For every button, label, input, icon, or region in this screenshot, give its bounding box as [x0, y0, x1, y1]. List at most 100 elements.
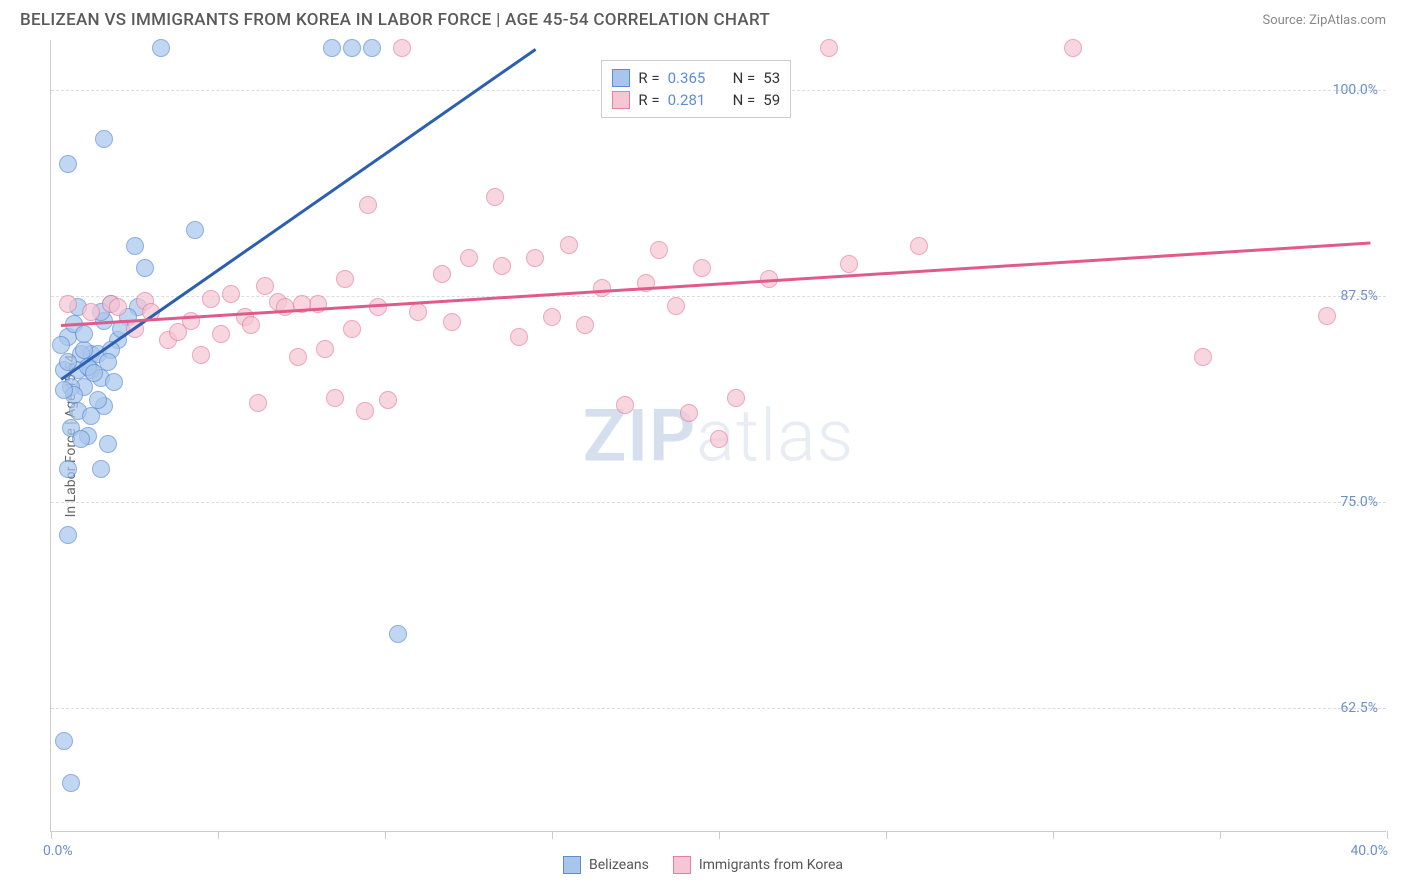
- scatter-point: [1064, 39, 1082, 57]
- y-tick-label: 62.5%: [1340, 700, 1378, 716]
- scatter-point: [510, 328, 528, 346]
- scatter-point: [99, 353, 117, 371]
- scatter-point: [493, 257, 511, 275]
- r-label: R =: [638, 69, 659, 87]
- scatter-point: [667, 297, 685, 315]
- scatter-point: [560, 236, 578, 254]
- scatter-point: [126, 237, 144, 255]
- scatter-point: [486, 188, 504, 206]
- scatter-point: [616, 396, 634, 414]
- swatch-icon: [563, 856, 581, 874]
- chart-plot-area: In Labor Force | Age 45-54 ZIPatlas 62.5…: [50, 40, 1386, 832]
- scatter-point: [212, 325, 230, 343]
- r-value: 0.281: [668, 91, 713, 109]
- x-tick: [552, 831, 553, 839]
- chart-header: BELIZEAN VS IMMIGRANTS FROM KOREA IN LAB…: [0, 0, 1406, 36]
- scatter-point: [576, 316, 594, 334]
- legend-item-korea: Immigrants from Korea: [673, 856, 843, 874]
- x-tick: [1387, 831, 1388, 839]
- scatter-point: [359, 196, 377, 214]
- scatter-point: [55, 381, 73, 399]
- scatter-point: [52, 336, 70, 354]
- y-tick-label: 100.0%: [1333, 82, 1378, 98]
- scatter-point: [460, 249, 478, 267]
- scatter-point: [433, 265, 451, 283]
- scatter-point: [409, 303, 427, 321]
- legend-label: Belizeans: [589, 857, 649, 873]
- n-label: N =: [733, 91, 756, 109]
- scatter-point: [840, 255, 858, 273]
- chart-title: BELIZEAN VS IMMIGRANTS FROM KOREA IN LAB…: [20, 10, 770, 30]
- scatter-point: [343, 320, 361, 338]
- x-tick: [719, 831, 720, 839]
- scatter-point: [72, 430, 90, 448]
- x-tick: [886, 831, 887, 839]
- scatter-point: [727, 389, 745, 407]
- legend-row: R = 0.281 N = 59: [612, 89, 780, 111]
- scatter-point: [136, 259, 154, 277]
- x-tick-label: 40.0%: [1350, 843, 1388, 859]
- legend-row: R =0.365N =53: [612, 67, 780, 89]
- scatter-point: [363, 39, 381, 57]
- x-tick: [51, 831, 52, 839]
- r-value: 0.365: [668, 69, 713, 87]
- x-tick: [385, 831, 386, 839]
- scatter-point: [95, 130, 113, 148]
- scatter-point: [59, 460, 77, 478]
- scatter-point: [710, 430, 728, 448]
- scatter-point: [89, 391, 107, 409]
- scatter-point: [55, 732, 73, 750]
- swatch-icon: [612, 69, 630, 87]
- y-tick-label: 87.5%: [1340, 288, 1378, 304]
- scatter-point: [326, 389, 344, 407]
- n-value: 59: [763, 91, 780, 109]
- scatter-point: [323, 39, 341, 57]
- scatter-point: [59, 526, 77, 544]
- scatter-point: [169, 323, 187, 341]
- gridline: [51, 708, 1386, 709]
- source-attribution: Source: ZipAtlas.com: [1262, 13, 1386, 28]
- x-tick-label: 0.0%: [43, 843, 73, 859]
- scatter-point: [82, 303, 100, 321]
- scatter-point: [693, 259, 711, 277]
- scatter-point: [105, 373, 123, 391]
- trendline: [60, 48, 536, 380]
- correlation-legend: R =0.365N =53R =0.281N =59: [601, 60, 791, 118]
- legend-item-belizeans: Belizeans: [563, 856, 649, 874]
- scatter-point: [356, 402, 374, 420]
- scatter-point: [92, 460, 110, 478]
- scatter-point: [593, 279, 611, 297]
- scatter-point: [62, 774, 80, 792]
- scatter-point: [543, 308, 561, 326]
- legend-label: Immigrants from Korea: [699, 857, 843, 873]
- x-tick: [218, 831, 219, 839]
- scatter-point: [443, 313, 461, 331]
- gridline: [51, 296, 1386, 297]
- scatter-point: [1318, 307, 1336, 325]
- scatter-point: [99, 435, 117, 453]
- scatter-point: [75, 325, 93, 343]
- scatter-point: [242, 316, 260, 334]
- scatter-point: [389, 625, 407, 643]
- scatter-point: [650, 241, 668, 259]
- scatter-point: [249, 394, 267, 412]
- r-label: R =: [638, 91, 659, 109]
- swatch-icon: [673, 856, 691, 874]
- scatter-point: [186, 221, 204, 239]
- scatter-point: [820, 39, 838, 57]
- scatter-point: [59, 155, 77, 173]
- y-tick-label: 75.0%: [1340, 494, 1378, 510]
- x-tick: [1053, 831, 1054, 839]
- legend-bottom: Belizeans Immigrants from Korea: [563, 856, 843, 874]
- n-label: N =: [733, 69, 756, 87]
- scatter-point: [222, 285, 240, 303]
- scatter-point: [393, 39, 411, 57]
- scatter-point: [289, 348, 307, 366]
- swatch-icon: [612, 91, 630, 109]
- scatter-point: [82, 407, 100, 425]
- x-tick: [1220, 831, 1221, 839]
- scatter-point: [202, 290, 220, 308]
- scatter-point: [379, 391, 397, 409]
- scatter-point: [152, 39, 170, 57]
- scatter-point: [256, 277, 274, 295]
